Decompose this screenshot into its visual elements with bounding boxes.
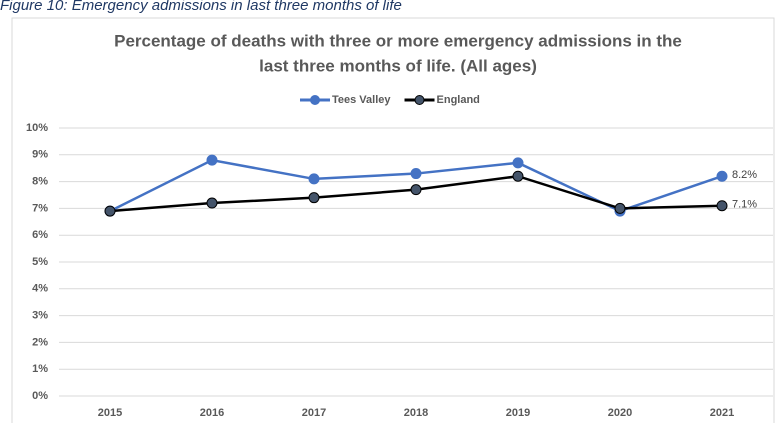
data-point (104, 205, 116, 217)
x-tick-label: 2017 (302, 407, 326, 419)
legend-label: Tees Valley (332, 94, 391, 106)
chart-title: Percentage of deaths with three or more … (114, 31, 682, 50)
data-point (614, 202, 626, 214)
y-tick-label: 0% (32, 390, 48, 402)
legend-label: England (437, 94, 480, 106)
legend-marker (310, 95, 320, 105)
y-tick-label: 9% (32, 149, 48, 161)
data-point (512, 170, 524, 182)
chart-subtitle: last three months of life. (All ages) (259, 56, 537, 75)
data-point (716, 170, 728, 182)
data-label: 8.2% (732, 169, 757, 181)
data-point (410, 184, 422, 196)
chart-frame (11, 17, 775, 423)
y-tick-label: 4% (32, 283, 48, 295)
x-tick-label: 2015 (98, 407, 122, 419)
data-point (308, 192, 320, 204)
data-point (206, 154, 218, 166)
y-tick-label: 1% (32, 363, 48, 375)
data-point (716, 200, 728, 212)
data-point (206, 197, 218, 209)
x-tick-label: 2018 (404, 407, 428, 419)
data-point (308, 173, 320, 185)
y-tick-label: 3% (32, 310, 48, 322)
y-tick-label: 7% (32, 202, 48, 214)
data-point (512, 157, 524, 169)
data-point (410, 168, 422, 180)
x-tick-label: 2016 (200, 407, 224, 419)
caption: Figure 10: Emergency admissions in last … (0, 0, 402, 14)
x-tick-label: 2019 (506, 407, 530, 419)
x-tick-label: 2020 (608, 407, 632, 419)
y-tick-label: 2% (32, 336, 48, 348)
y-tick-label: 6% (32, 229, 48, 241)
data-label: 7.1% (732, 199, 757, 211)
x-tick-label: 2021 (710, 407, 734, 419)
y-tick-label: 5% (32, 256, 48, 268)
legend-marker (414, 95, 425, 105)
y-tick-label: 10% (26, 122, 48, 134)
y-tick-label: 8% (32, 176, 48, 188)
